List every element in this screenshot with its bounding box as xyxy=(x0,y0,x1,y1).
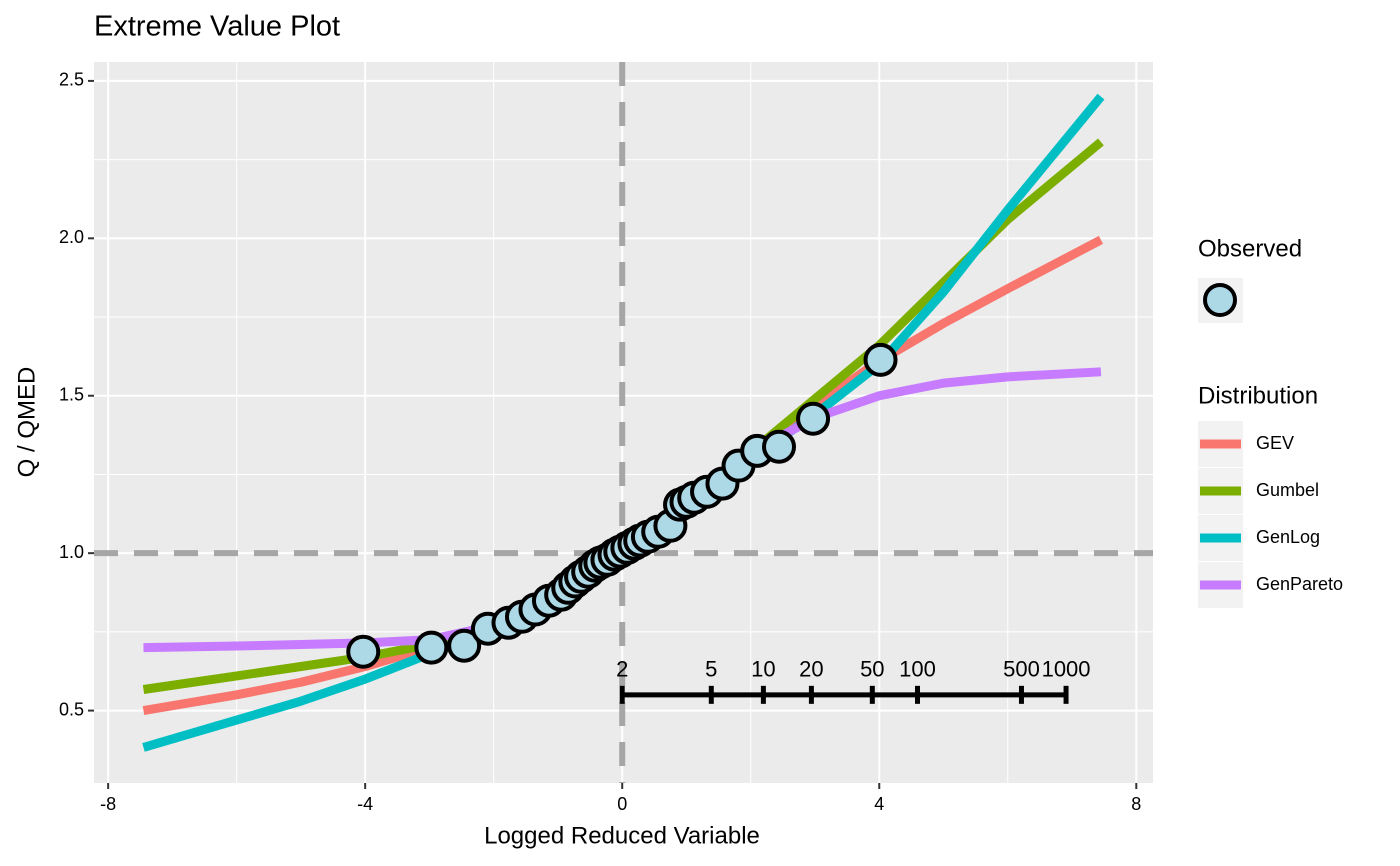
y-axis-label: Q / QMED xyxy=(13,367,40,478)
x-tick-label: 4 xyxy=(874,794,884,814)
observed-point xyxy=(863,342,898,377)
legend-title: Observed xyxy=(1198,235,1302,262)
observed-point xyxy=(762,429,797,464)
legend-label: GenPareto xyxy=(1256,574,1343,594)
x-tick-label: 8 xyxy=(1131,794,1141,814)
marks: 2 5 10 20 50 100 500 1000 xyxy=(94,62,1153,783)
legend-label: GenLog xyxy=(1256,527,1320,547)
return-period-label: 500 xyxy=(1003,657,1040,682)
x-tick-label: -4 xyxy=(357,794,373,814)
y-tick-label: 1.0 xyxy=(59,542,84,562)
return-period-label: 5 xyxy=(705,657,717,682)
return-period-label: 1000 xyxy=(1042,657,1091,682)
return-period-label: 20 xyxy=(799,657,823,682)
observed-point xyxy=(796,401,831,436)
legend-label: Gumbel xyxy=(1256,480,1319,500)
return-period-label: 100 xyxy=(899,657,936,682)
legend-title: Distribution xyxy=(1198,382,1318,409)
observed-point xyxy=(346,634,381,669)
return-period-label: 2 xyxy=(616,657,628,682)
legend-point xyxy=(1203,283,1237,317)
y-tick-label: 2.0 xyxy=(59,227,84,247)
chart-title: Extreme Value Plot xyxy=(94,11,340,43)
observed-point xyxy=(414,630,449,665)
x-tick-label: -8 xyxy=(100,794,116,814)
return-period-label: 50 xyxy=(860,657,884,682)
legend-label: GEV xyxy=(1256,433,1294,453)
observed-point xyxy=(447,628,482,663)
x-axis-label: Logged Reduced Variable xyxy=(484,822,760,849)
y-tick-label: 1.5 xyxy=(59,384,84,404)
x-tick-label: 0 xyxy=(617,794,627,814)
y-tick-label: 2.5 xyxy=(59,70,84,90)
y-tick-label: 0.5 xyxy=(59,699,84,719)
return-period-label: 10 xyxy=(751,657,775,682)
